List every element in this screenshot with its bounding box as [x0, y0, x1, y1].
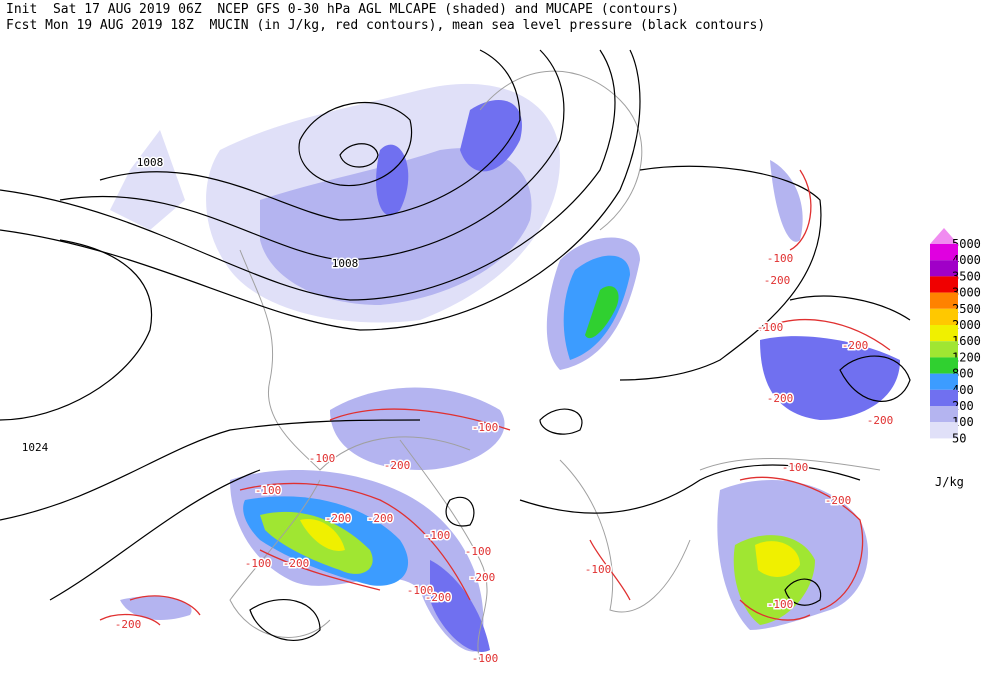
legend-swatch [930, 357, 958, 374]
header-line: Fcst Mon 19 AUG 2019 18Z MUCIN (in J/kg,… [6, 18, 765, 33]
legend-swatch [930, 292, 958, 309]
pressure-contours [0, 49, 911, 641]
contour-label: -100 [255, 484, 282, 497]
contour-labels: 100810081024-100-200-100-200-200-200-100… [20, 155, 895, 667]
contour-label: -200 [764, 274, 791, 287]
coastlines [229, 70, 881, 661]
legend-swatch [930, 341, 958, 358]
legend-swatch [930, 325, 958, 342]
legend-swatch [930, 228, 958, 244]
legend-label: 4000 [952, 253, 981, 267]
contour-label: 1008 [332, 257, 359, 270]
contour-label: -200 [842, 339, 869, 352]
legend-swatch [930, 276, 958, 293]
contour-label: -100 [767, 252, 794, 265]
contour-label: -200 [283, 557, 310, 570]
contour-label: -200 [767, 392, 794, 405]
contour-label: 1008 [137, 156, 164, 169]
legend-swatch [930, 389, 958, 406]
legend-label: 3500 [952, 269, 981, 283]
contour-label: -200 [425, 591, 452, 604]
legend-label: 2500 [952, 302, 981, 316]
legend-swatch [930, 406, 958, 423]
legend-label: 2000 [952, 318, 981, 332]
legend-label: 50 [952, 431, 966, 445]
contour-label: -100 [757, 321, 784, 334]
contour-label: -100 [782, 461, 809, 474]
legend-unit: J/kg [935, 475, 964, 489]
contour-label: -100 [767, 598, 794, 611]
contour-label: -200 [825, 494, 852, 507]
legend-label: 3000 [952, 286, 981, 300]
contour-label: -200 [867, 414, 894, 427]
contour-label: 1024 [22, 441, 49, 454]
contour-label: -100 [472, 652, 499, 665]
cape-shading [110, 83, 900, 652]
contour-label: -100 [585, 563, 612, 576]
legend: 5000400035003000250020001600120080040020… [930, 228, 981, 489]
contour-label: -100 [424, 529, 451, 542]
legend-swatch [930, 244, 958, 261]
cin-contours [99, 169, 891, 626]
contour-label: -200 [115, 618, 142, 631]
contour-label: -100 [407, 584, 434, 597]
contour-label: -100 [472, 421, 499, 434]
legend-swatch [930, 373, 958, 390]
legend-swatch [930, 422, 958, 439]
legend-swatch [930, 260, 958, 277]
header-line: Init Sat 17 AUG 2019 06Z NCEP GFS 0-30 h… [6, 2, 679, 17]
contour-label: -200 [384, 459, 411, 472]
contour-label: -100 [465, 545, 492, 558]
legend-label: 1200 [952, 350, 981, 364]
contour-label: -200 [469, 571, 496, 584]
contour-label: -100 [245, 557, 272, 570]
contour-label: -200 [367, 512, 394, 525]
contour-label: -100 [309, 452, 336, 465]
legend-swatch [930, 308, 958, 325]
legend-label: 5000 [952, 237, 981, 251]
legend-label: 1600 [952, 334, 981, 348]
contour-label: -200 [325, 512, 352, 525]
